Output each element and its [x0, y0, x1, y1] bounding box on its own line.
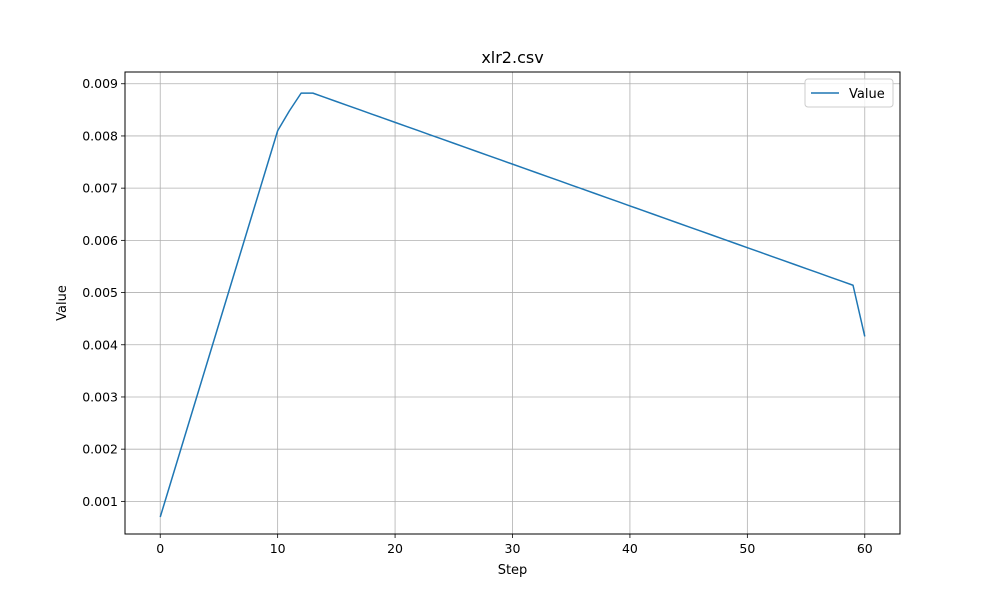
y-tick-label: 0.003: [82, 389, 118, 404]
chart-title: xlr2.csv: [481, 48, 543, 67]
x-tick-label: 50: [739, 541, 755, 556]
x-tick-label: 10: [270, 541, 286, 556]
legend-box: [804, 78, 894, 108]
y-tick-label: 0.009: [82, 76, 118, 91]
legend: Value: [804, 78, 894, 108]
legend-label-value: Value: [849, 87, 885, 102]
series-lines: [159, 92, 866, 518]
x-axis-label: Step: [498, 563, 528, 578]
y-axis-ticks: 0.001 0.002 0.003 0.004 0.005 0.006 0.007 0.008…: [82, 76, 125, 509]
x-tick-label: 20: [387, 541, 403, 556]
series-line-value: [159, 92, 866, 518]
y-tick-label: 0.007: [82, 181, 118, 196]
y-tick-label: 0.004: [82, 337, 118, 352]
x-tick-label: 60: [857, 541, 873, 556]
x-tick-label: 0: [156, 541, 164, 556]
x-axis-ticks: 0 10 20 30 40 50 60: [156, 534, 873, 556]
y-axis-label: Value: [55, 285, 70, 321]
y-tick-label: 0.002: [82, 442, 118, 457]
y-tick-label: 0.001: [82, 494, 118, 509]
y-tick-label: 0.006: [82, 233, 118, 248]
y-tick-label: 0.005: [82, 285, 118, 300]
grid-lines: [125, 72, 900, 534]
x-tick-label: 30: [505, 541, 521, 556]
x-tick-label: 40: [622, 541, 638, 556]
y-tick-label: 0.008: [82, 128, 118, 143]
